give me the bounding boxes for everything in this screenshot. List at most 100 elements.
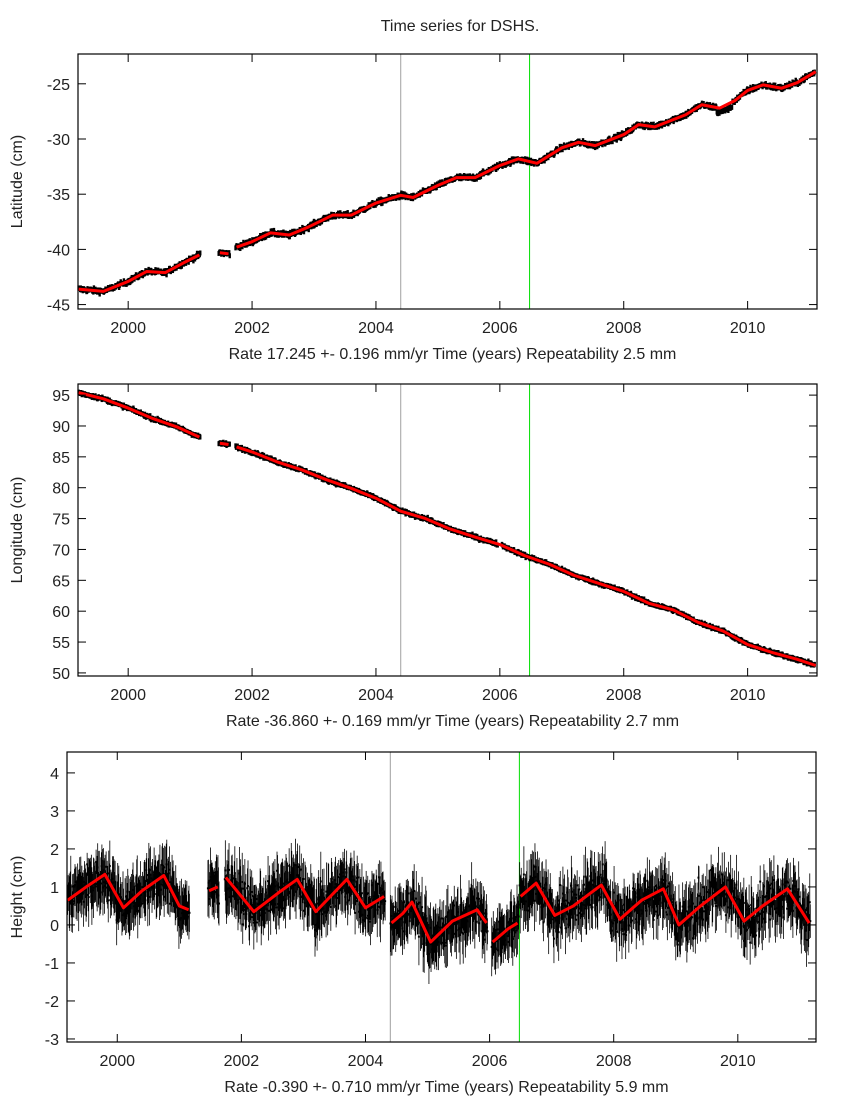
plot-frame [77, 383, 818, 677]
obs-point [309, 884, 312, 887]
obs-point [329, 905, 332, 908]
obs-point [391, 924, 394, 927]
obs-point [665, 886, 668, 889]
obs-point [332, 895, 335, 898]
obs-point [154, 866, 157, 869]
obs-point [600, 878, 603, 881]
obs-point [523, 902, 526, 905]
obs-point [119, 896, 122, 899]
obs-point [649, 889, 652, 892]
obs-point [640, 909, 643, 912]
obs-point [380, 901, 383, 904]
obs-point [671, 915, 674, 918]
obs-point [662, 897, 665, 900]
rate-label: Rate 17.245 +- 0.196 mm/yr [229, 346, 429, 363]
obs-point [493, 944, 496, 947]
obs-point [378, 906, 381, 909]
obs-point [463, 918, 466, 921]
obs-point [426, 514, 429, 520]
obs-point [627, 914, 630, 917]
obs-point [187, 259, 190, 265]
obs-point [131, 895, 134, 898]
obs-point [169, 881, 172, 884]
obs-point [118, 906, 121, 909]
obs-point [539, 885, 542, 888]
obs-point [542, 921, 545, 924]
obs-point [158, 873, 161, 876]
obs-point [105, 886, 108, 889]
obs-point [666, 885, 669, 888]
obs-point [99, 882, 102, 885]
obs-point [360, 904, 363, 907]
obs-point [552, 921, 555, 924]
obs-point [182, 908, 185, 911]
obs-point [228, 253, 231, 259]
obs-point [322, 907, 325, 910]
obs-point [626, 899, 629, 902]
obs-point [335, 904, 338, 907]
obs-point [396, 920, 399, 923]
obs-point [251, 237, 254, 243]
obs-point [524, 900, 527, 903]
obs-point [477, 913, 480, 916]
obs-point [533, 899, 536, 902]
obs-point [588, 903, 591, 906]
obs-point [298, 869, 301, 872]
obs-point [101, 886, 104, 889]
obs-point [186, 915, 189, 918]
obs-point [354, 911, 357, 914]
obs-point [440, 926, 443, 929]
obs-point [654, 884, 657, 887]
obs-point [289, 885, 292, 888]
obs-point [672, 898, 675, 901]
obs-point [636, 905, 639, 908]
obs-point [545, 883, 548, 886]
obs-point [708, 102, 712, 108]
obs-point [136, 884, 139, 887]
obs-point [574, 896, 577, 899]
obs-point [263, 911, 266, 914]
obs-point [383, 902, 386, 905]
obs-point [548, 909, 551, 912]
obs-point [160, 883, 163, 886]
obs-point [84, 882, 87, 885]
obs-point [491, 941, 494, 944]
obs-point [641, 910, 644, 913]
obs-point [242, 913, 245, 916]
obs-point [353, 885, 356, 888]
y-tick-label: 90 [52, 419, 70, 436]
obs-point [585, 904, 588, 907]
obs-point [502, 938, 505, 941]
obs-point [353, 879, 356, 882]
obs-point [566, 911, 569, 914]
obs-point [317, 898, 320, 901]
obs-point [609, 913, 612, 916]
obs-point [296, 874, 299, 877]
obs-point [112, 881, 115, 884]
obs-point [234, 890, 237, 893]
obs-point [476, 897, 479, 900]
obs-point [320, 913, 323, 916]
model-curve [236, 445, 817, 667]
obs-point [82, 880, 85, 883]
obs-point [114, 885, 117, 888]
obs-point [229, 889, 232, 892]
obs-point [606, 903, 609, 906]
obs-point [583, 883, 586, 886]
obs-point [527, 893, 530, 896]
obs-point [146, 890, 149, 893]
obs-point [318, 911, 321, 914]
obs-point [257, 903, 260, 906]
obs-point [589, 875, 592, 878]
obs-point [501, 929, 504, 932]
obs-point [456, 905, 459, 908]
obs-point [417, 902, 420, 905]
obs-point [299, 895, 302, 898]
obs-point [172, 888, 175, 891]
obs-point [652, 918, 655, 921]
obs-point [98, 873, 101, 876]
obs-point [507, 940, 510, 943]
obs-point [227, 887, 230, 890]
obs-point [647, 905, 650, 908]
obs-point [511, 937, 514, 940]
